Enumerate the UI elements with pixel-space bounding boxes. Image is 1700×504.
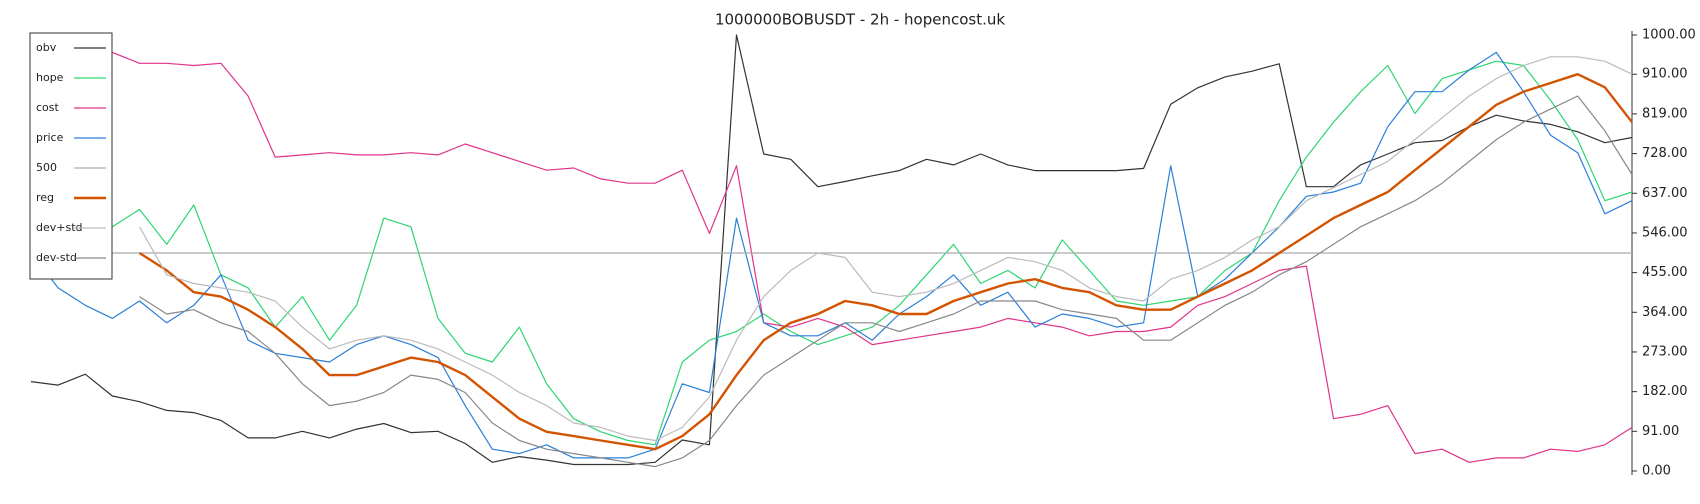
y-tick-label: 91.00 [1642, 424, 1679, 439]
legend-label: obv [36, 41, 57, 54]
y-tick-label: 0.00 [1642, 464, 1671, 479]
legend-label: 500 [36, 161, 57, 174]
y-tick-label: 910.00 [1642, 67, 1688, 82]
y-tick-label: 1000.00 [1642, 28, 1696, 43]
y-tick-label: 546.00 [1642, 225, 1688, 240]
series-line [30, 51, 1633, 459]
legend-label: hope [36, 71, 64, 84]
legend-label: dev-std [36, 251, 77, 264]
series-line [30, 34, 1633, 466]
y-tick-label: 182.00 [1642, 384, 1688, 399]
series-line [139, 95, 1633, 468]
legend-label: dev+std [36, 221, 83, 234]
y-tick-label: 728.00 [1642, 146, 1688, 161]
y-tick-label: 364.00 [1642, 305, 1688, 320]
chart-title: 1000000BOBUSDT - 2h - hopencost.uk [715, 11, 1005, 29]
series-line [30, 60, 1633, 446]
y-tick-label: 455.00 [1642, 265, 1688, 280]
y-tick-label: 273.00 [1642, 344, 1688, 359]
legend-label: price [36, 131, 64, 144]
legend-box [29, 32, 113, 280]
legend-label: cost [36, 101, 60, 114]
series-line [138, 73, 1633, 451]
y-tick-label: 637.00 [1642, 186, 1688, 201]
y-tick-label: 819.00 [1642, 106, 1688, 121]
series-line [85, 45, 1633, 463]
series-line [138, 56, 1633, 442]
legend-label: reg [36, 191, 54, 204]
